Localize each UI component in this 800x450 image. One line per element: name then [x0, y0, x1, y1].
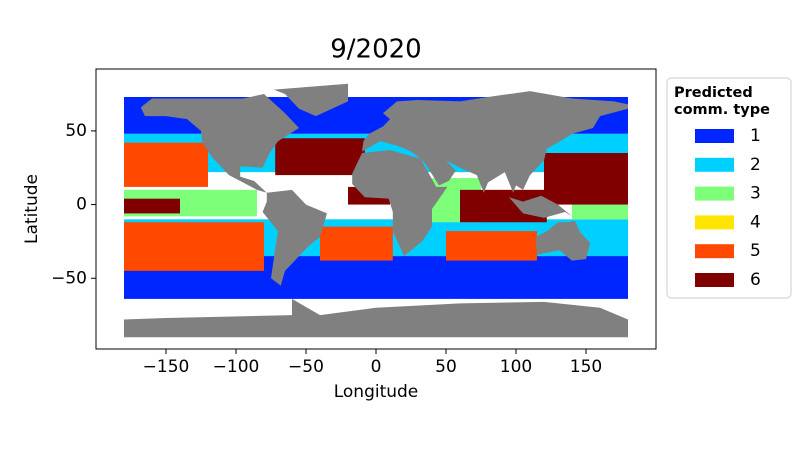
class-region [572, 204, 628, 220]
legend: Predicted comm. type 1 2 3 4 5 6 [674, 85, 770, 290]
class-region [124, 198, 180, 214]
legend-swatch [695, 186, 734, 201]
y-tick-label: 50 [65, 121, 87, 141]
x-axis-label: Longitude [334, 382, 419, 402]
class-region [320, 226, 393, 261]
x-tick-label: 100 [500, 357, 532, 377]
x-tick-label: −50 [288, 357, 324, 377]
y-tick-label: 0 [76, 195, 87, 215]
legend-label: 2 [750, 155, 761, 175]
land [535, 220, 591, 261]
x-tick-label: 0 [371, 357, 382, 377]
legend-label: 5 [750, 241, 761, 261]
class-region [124, 222, 264, 271]
plot-area [124, 83, 628, 338]
chart-title: 9/2020 [330, 35, 421, 65]
class-region [124, 142, 208, 187]
class-region [275, 138, 365, 176]
class-region [446, 231, 537, 261]
land [509, 195, 572, 218]
legend-label: 4 [750, 212, 761, 232]
legend-swatch [695, 215, 734, 230]
land [140, 94, 299, 193]
x-tick-label: −100 [213, 357, 260, 377]
x-tick-label: 150 [570, 357, 602, 377]
land [362, 91, 628, 193]
y-tick-label: −50 [51, 268, 87, 288]
legend-swatch [695, 273, 734, 287]
y-axis-label: Latitude [22, 174, 42, 244]
legend-label: 3 [750, 184, 761, 204]
legend-label: 1 [750, 126, 761, 146]
land [273, 83, 348, 117]
x-tick-label: 50 [435, 357, 457, 377]
x-tick-label: −150 [143, 357, 190, 377]
ticks: −150 −100 −50 0 50 100 150 −50 0 50 [51, 121, 602, 377]
class-region [544, 153, 628, 205]
legend-label: 6 [750, 270, 761, 290]
land [262, 189, 327, 286]
legend-swatch [695, 244, 734, 259]
legend-title: Predicted comm. type [674, 85, 770, 118]
land [124, 298, 628, 338]
legend-swatch [695, 129, 734, 143]
land [352, 150, 448, 257]
legend-swatch [695, 157, 734, 172]
